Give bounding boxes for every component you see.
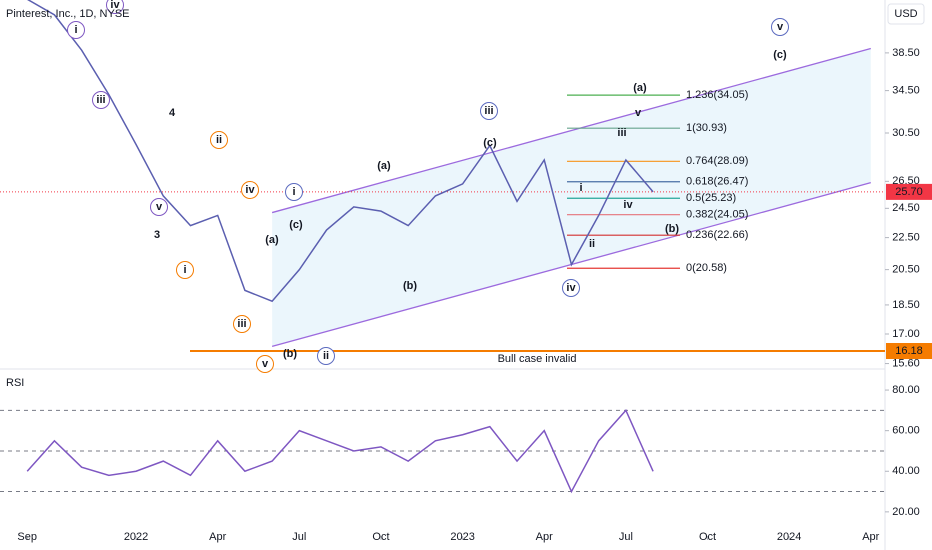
y-tick-label: 34.50 xyxy=(892,85,920,97)
chart-title: Pinterest, Inc., 1D, NYSE xyxy=(6,8,130,20)
wave-label: iv xyxy=(110,0,120,11)
wave-label: iii xyxy=(96,94,105,106)
channel-line xyxy=(271,47,871,214)
currency[interactable]: USD xyxy=(894,8,917,20)
wave-label: (a) xyxy=(265,234,279,246)
y-tick-label: 17.00 xyxy=(892,328,920,340)
fib-label: 1(30.93) xyxy=(686,122,727,134)
wave-circle xyxy=(106,0,124,14)
wave-circle xyxy=(771,18,789,36)
series-line xyxy=(26,409,654,494)
wave-label: (c) xyxy=(289,219,303,231)
x-tick-label: Jul xyxy=(619,531,633,543)
wave-circle xyxy=(92,91,110,109)
wave-label: (a) xyxy=(377,160,391,172)
wave-circle xyxy=(241,181,259,199)
wave-label: v xyxy=(777,21,784,33)
last-price-label: 25.70 xyxy=(895,186,923,198)
x-tick-label: Jul xyxy=(292,531,306,543)
currency-button[interactable] xyxy=(887,3,925,25)
wave-label: ii xyxy=(323,350,329,362)
rsi-tick-label: 80.00 xyxy=(892,384,920,396)
wave-circle xyxy=(233,315,251,333)
x-tick-label: Oct xyxy=(372,531,389,543)
fib-label: 0.618(26.47) xyxy=(686,176,748,188)
y-tick-label: 15.60 xyxy=(892,357,920,369)
wave-label: iv xyxy=(245,184,255,196)
y-tick-label: 22.50 xyxy=(892,232,920,244)
invalidation-label: 16.18 xyxy=(895,345,923,357)
wave-label: iv xyxy=(566,282,576,294)
x-tick-label: 2024 xyxy=(777,531,801,543)
y-tick-label: 24.50 xyxy=(892,202,920,214)
wave-circle xyxy=(562,279,580,297)
x-tick-label: Apr xyxy=(862,531,879,543)
overlay: 1.236(34.05) 1(30.93) 0.764(28.09) 0.618(26… xyxy=(67,0,932,373)
x-tick-label: 2022 xyxy=(124,531,148,543)
x-tick-label: Apr xyxy=(536,531,553,543)
wave-label: (a) xyxy=(633,82,647,94)
invalidation-text: Bull case invalid xyxy=(498,353,577,365)
wave-label: 4 xyxy=(169,107,176,119)
series-line xyxy=(27,0,654,303)
wave-circle xyxy=(317,347,335,365)
wave-label: iii xyxy=(617,127,626,139)
wave-label: (c) xyxy=(483,137,497,149)
wave-label: iv xyxy=(623,199,633,211)
wave-circle xyxy=(256,355,274,373)
x-tick-label: Apr xyxy=(209,531,226,543)
wave-label: v xyxy=(635,107,642,119)
price-pane xyxy=(0,0,885,353)
wave-label: iii xyxy=(484,105,493,117)
wave-label: iii xyxy=(237,318,246,330)
rsi-tick-label: 60.00 xyxy=(892,425,920,437)
rsi-title: RSI xyxy=(6,377,24,389)
rsi-tick-label: 20.00 xyxy=(892,506,920,518)
wave-circle xyxy=(480,102,498,120)
y-tick-label: 30.50 xyxy=(892,127,920,139)
wave-circle xyxy=(150,198,168,216)
fib-label: 0.382(24.05) xyxy=(686,209,748,221)
x-tick-label: 2023 xyxy=(450,531,474,543)
channel-fill xyxy=(272,48,871,347)
wave-label: ii xyxy=(589,238,595,250)
fib-label: 0.236(22.66) xyxy=(686,229,748,241)
last-price-box xyxy=(886,183,932,200)
wave-label: i xyxy=(579,182,582,194)
x-tick-label: Oct xyxy=(699,531,716,543)
y-tick-label: 26.50 xyxy=(892,175,920,187)
wave-label: ii xyxy=(216,134,222,146)
wave-label: (c) xyxy=(773,49,787,61)
y-tick-label: 18.50 xyxy=(892,299,920,311)
wave-label: (b) xyxy=(403,280,417,292)
wave-label: i xyxy=(183,264,186,276)
wave-label: (b) xyxy=(283,348,297,360)
wave-circle xyxy=(210,131,228,149)
y-tick-label: 38.50 xyxy=(892,47,920,59)
fib-label: 0(20.58) xyxy=(686,262,727,274)
wave-label: (b) xyxy=(665,223,679,235)
fib-label: 0.764(28.09) xyxy=(686,155,748,167)
wave-circle xyxy=(176,261,194,279)
x-tick-label: Sep xyxy=(17,531,37,543)
y-tick-label: 20.50 xyxy=(892,264,920,276)
wave-label: v xyxy=(262,358,269,370)
wave-label: v xyxy=(156,201,163,213)
fib-label: 0.5(25.23) xyxy=(686,192,736,204)
wave-label: i xyxy=(74,24,77,36)
fib-label: 1.236(34.05) xyxy=(686,89,748,101)
wave-label: 3 xyxy=(154,229,160,241)
rsi-tick-label: 40.00 xyxy=(892,465,920,477)
invalidation-box xyxy=(886,343,932,360)
wave-circle xyxy=(67,21,85,39)
wave-label: i xyxy=(292,186,295,198)
wave-circle xyxy=(285,183,303,201)
